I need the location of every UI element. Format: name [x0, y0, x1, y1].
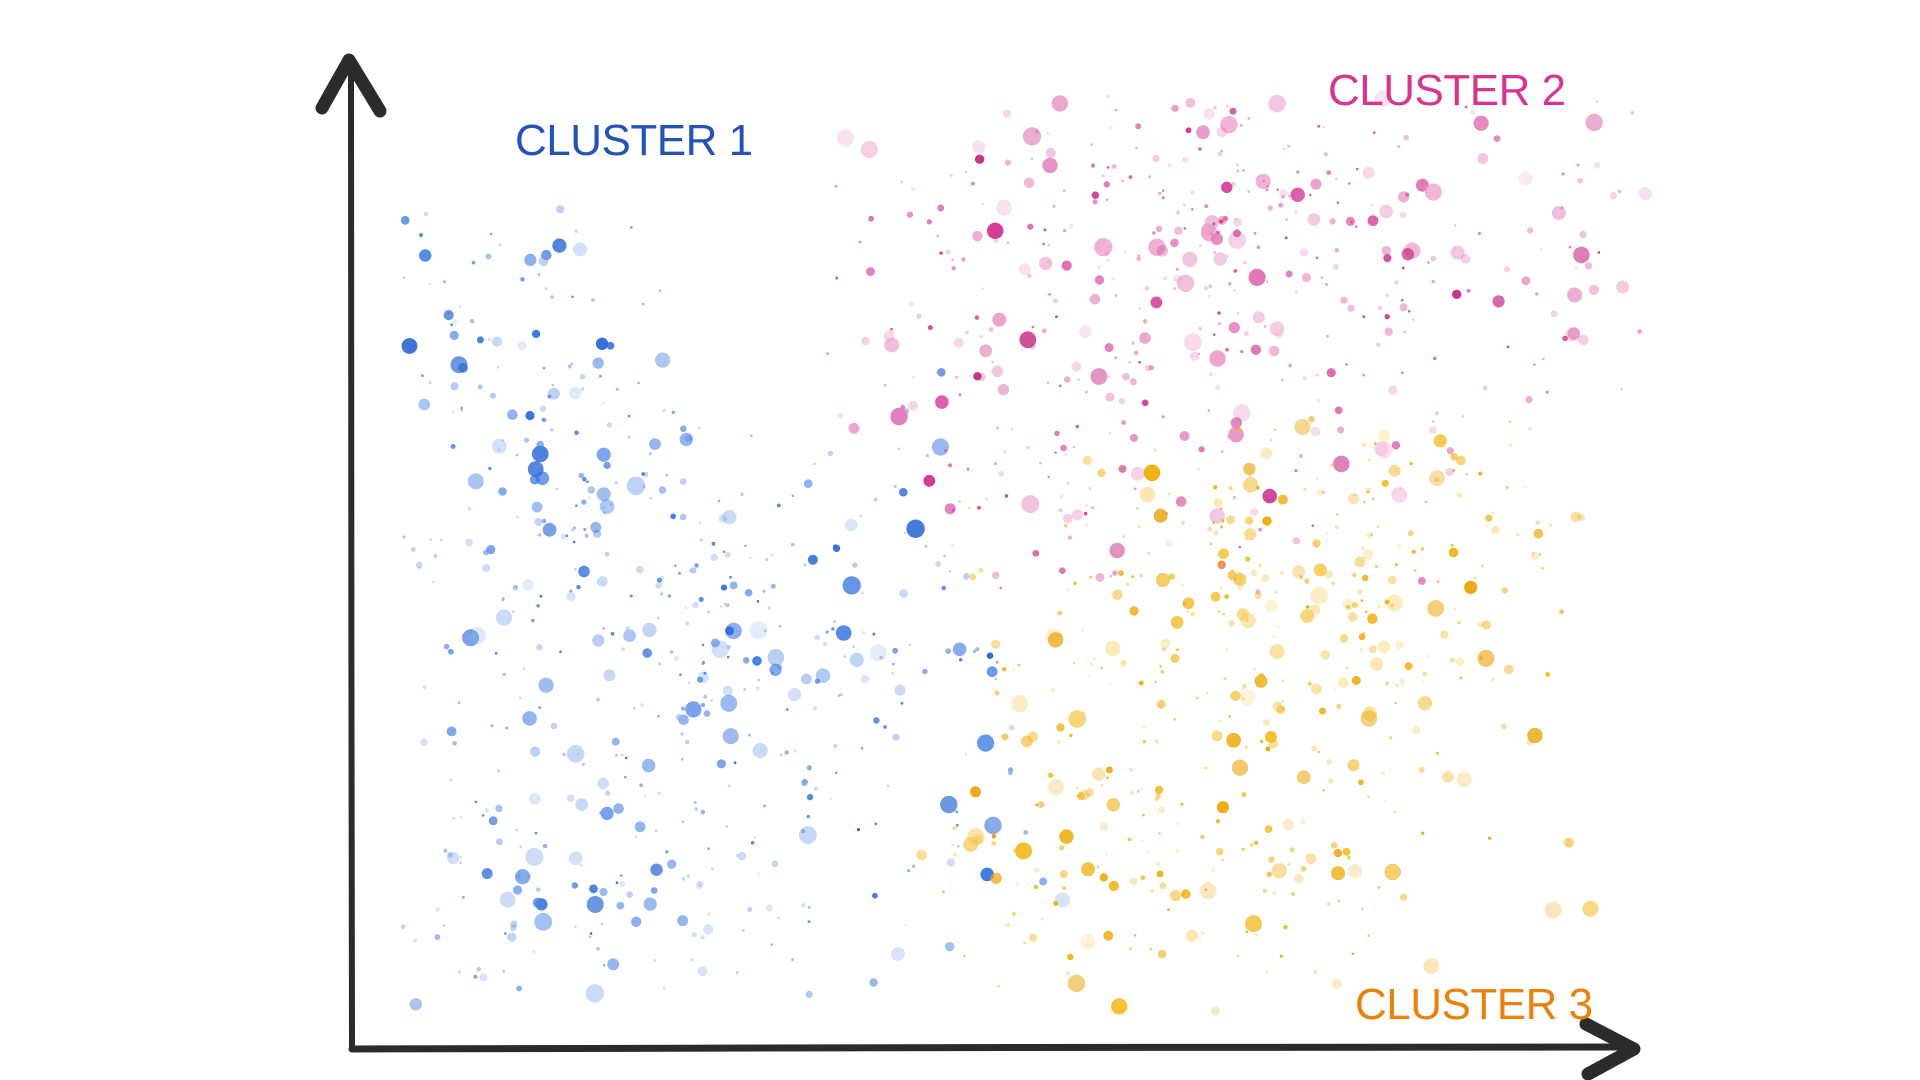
cluster-1-label: CLUSTER 1 — [515, 116, 753, 165]
cluster-3-label: CLUSTER 3 — [1355, 980, 1593, 1029]
cluster-2-label: CLUSTER 2 — [1328, 66, 1566, 115]
